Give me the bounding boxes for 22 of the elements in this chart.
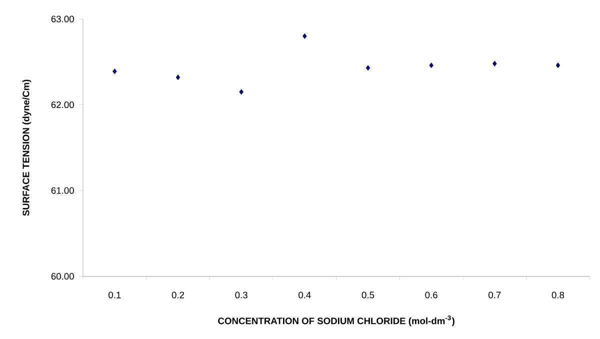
x-axis-title: CONCENTRATION OF SODIUM CHLORIDE (mol-dm$^{-3}$) [218,315,454,326]
point [239,89,244,95]
point [302,33,307,39]
y-axis-title: SURFACE TENSION (dyne/Cm) [22,80,32,216]
x-tick-label: 0.8 [552,292,564,298]
x-tick-label: 0.5 [362,292,374,298]
y-tick-label: 62.00 [51,101,74,108]
x-tick-label: 0.7 [488,292,501,298]
x-tick-label: 0.3 [235,292,248,298]
point [366,65,370,71]
point [429,62,434,68]
point [492,60,497,66]
y-tick-label: 63.00 [51,16,74,22]
x-tick-label: 0.6 [425,292,438,298]
point [556,62,560,68]
point [112,68,117,74]
x-tick-label: 0.4 [298,292,311,298]
point [176,74,180,80]
y-tick-label: 61.00 [51,187,74,194]
y-tick-label: 60.00 [51,273,74,280]
x-tick-label: 0.1 [108,292,121,298]
x-tick-label: 0.2 [172,292,184,298]
